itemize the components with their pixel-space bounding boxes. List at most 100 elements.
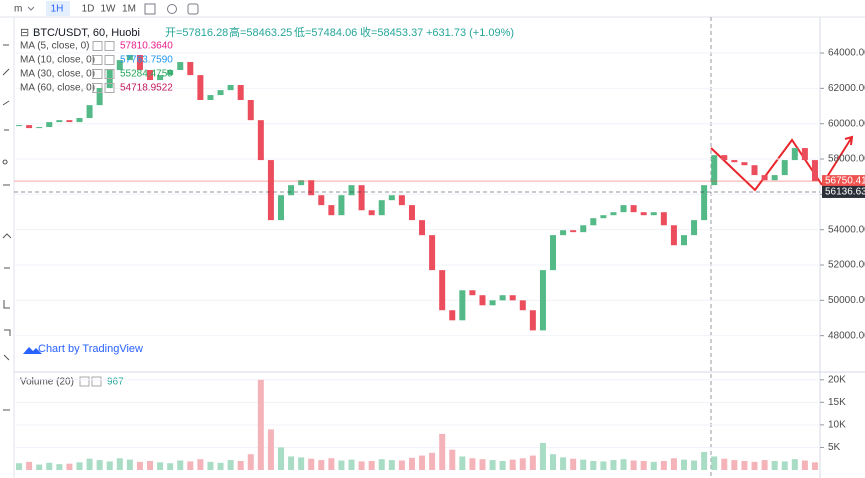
close-box[interactable] [91, 376, 102, 387]
close-box[interactable] [104, 83, 115, 93]
volume-bar [86, 458, 93, 470]
volume-bar [529, 455, 536, 470]
volume-bar [46, 462, 53, 470]
candle [358, 185, 365, 211]
volume-bar [207, 461, 214, 470]
candle [499, 295, 506, 301]
candle [348, 185, 355, 196]
candle [479, 295, 486, 306]
y-tick-label: 48000.00 [828, 330, 865, 341]
candle [207, 95, 214, 101]
volume-bar [610, 460, 617, 470]
y-tick-label: 62000.00 [828, 83, 865, 94]
chart-style-icon[interactable] [144, 3, 156, 15]
candle [56, 120, 63, 123]
candle [660, 212, 667, 226]
volume-bar [751, 461, 758, 470]
watermark[interactable]: Chart by TradingView [38, 343, 143, 355]
settings-box[interactable] [92, 83, 103, 93]
candle [731, 160, 738, 163]
volume-bar [116, 458, 123, 470]
candle [96, 88, 103, 106]
price-tag-label: 56750.41 [825, 176, 865, 187]
y-tick-label: 54000.00 [828, 224, 865, 235]
volume-bar [76, 462, 83, 470]
volume-bar [429, 452, 436, 470]
tool-glyphs [2, 44, 12, 411]
volume-last: 967 [107, 377, 124, 388]
candle [338, 195, 345, 216]
interval-button[interactable]: 1M [122, 4, 136, 15]
candle [398, 195, 405, 206]
candle [560, 230, 567, 236]
candle [670, 225, 677, 246]
volume-bar [388, 460, 395, 470]
volume-bar [811, 462, 818, 470]
ohlc-change: +631.73 (+1.09%) [426, 27, 514, 39]
volume-bar [519, 458, 526, 470]
volume-bar [187, 461, 194, 470]
candle [46, 122, 53, 128]
toolbar-icons [27, 3, 199, 15]
volume-bar [479, 459, 486, 470]
volume-bar [570, 458, 577, 470]
settings-box[interactable] [92, 41, 103, 51]
candle [136, 54, 143, 70]
candle [711, 155, 718, 186]
candle [640, 212, 647, 216]
volume-bar [126, 459, 133, 470]
volume-bar [419, 455, 426, 470]
candle [801, 148, 808, 161]
price-tag-label: 56136.63 [825, 187, 865, 198]
volume-bar [247, 454, 254, 470]
close-box[interactable] [104, 69, 115, 79]
candle [459, 290, 466, 321]
volume-bar [701, 451, 708, 470]
close-box[interactable] [104, 41, 115, 51]
settings-box[interactable] [79, 376, 90, 387]
volume-bar [378, 459, 385, 470]
volume-bar [670, 458, 677, 470]
volume-bar [741, 460, 748, 470]
close-box[interactable] [104, 55, 115, 65]
ohlc-open: 开=57816.28 [165, 27, 228, 39]
candle [308, 180, 315, 196]
price-tag [822, 185, 865, 198]
volume-bar [449, 449, 456, 470]
candle [519, 300, 526, 311]
candle [781, 160, 788, 176]
candle [741, 162, 748, 166]
candle [509, 295, 516, 301]
candle [76, 118, 83, 123]
candle [419, 220, 426, 236]
plot: 48000.0050000.0052000.0054000.0056000.00… [14, 48, 865, 470]
volume-bar [489, 460, 496, 470]
volume-bar [650, 461, 657, 470]
candle [277, 195, 284, 221]
volume-bar [660, 460, 667, 470]
interval-button[interactable]: 1W [101, 4, 117, 15]
interval-button[interactable]: 1H [51, 4, 64, 15]
volume-bar [439, 433, 446, 470]
interval-button[interactable]: m [14, 4, 22, 15]
candle [761, 175, 768, 181]
candle [116, 60, 123, 70]
settings-box[interactable] [92, 55, 103, 65]
volume-bar [36, 464, 43, 470]
candle [550, 235, 557, 271]
active-interval [46, 1, 70, 16]
volume-bar [217, 462, 224, 470]
indicator-icon[interactable] [167, 4, 177, 14]
candle [318, 195, 325, 206]
candle [429, 235, 436, 271]
volume-bar [96, 460, 103, 470]
interval-button[interactable]: 1D [82, 4, 95, 15]
volume-bar [600, 461, 607, 470]
indicator-name: MA (60, close, 0) [20, 83, 95, 94]
candle [529, 310, 536, 331]
snapshot-icon[interactable] [187, 3, 199, 15]
candle [489, 300, 496, 306]
candle [167, 69, 174, 76]
settings-box[interactable] [92, 69, 103, 79]
collapse-icon[interactable]: ⊟ [20, 27, 29, 39]
